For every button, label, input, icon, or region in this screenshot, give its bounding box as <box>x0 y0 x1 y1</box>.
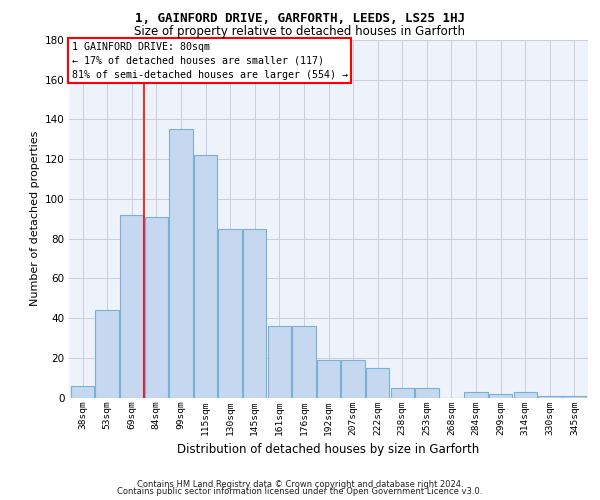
Text: Contains HM Land Registry data © Crown copyright and database right 2024.: Contains HM Land Registry data © Crown c… <box>137 480 463 489</box>
Bar <box>292 326 316 398</box>
Bar <box>145 217 168 398</box>
Text: Size of property relative to detached houses in Garforth: Size of property relative to detached ho… <box>134 25 466 38</box>
Bar <box>514 392 537 398</box>
Bar <box>317 360 340 398</box>
Bar <box>194 155 217 398</box>
Bar <box>268 326 291 398</box>
Bar <box>95 310 119 398</box>
Y-axis label: Number of detached properties: Number of detached properties <box>29 131 40 306</box>
Bar <box>341 360 365 398</box>
Text: 1 GAINFORD DRIVE: 80sqm
← 17% of detached houses are smaller (117)
81% of semi-d: 1 GAINFORD DRIVE: 80sqm ← 17% of detache… <box>71 42 347 80</box>
Bar <box>489 394 512 398</box>
Bar <box>120 215 143 398</box>
Bar <box>415 388 439 398</box>
Text: Contains public sector information licensed under the Open Government Licence v3: Contains public sector information licen… <box>118 488 482 496</box>
Bar <box>563 396 586 398</box>
X-axis label: Distribution of detached houses by size in Garforth: Distribution of detached houses by size … <box>178 443 479 456</box>
Text: 1, GAINFORD DRIVE, GARFORTH, LEEDS, LS25 1HJ: 1, GAINFORD DRIVE, GARFORTH, LEEDS, LS25… <box>135 12 465 26</box>
Bar <box>391 388 414 398</box>
Bar <box>218 228 242 398</box>
Bar <box>243 228 266 398</box>
Bar <box>71 386 94 398</box>
Bar <box>538 396 562 398</box>
Bar <box>464 392 488 398</box>
Bar <box>169 130 193 398</box>
Bar <box>366 368 389 398</box>
